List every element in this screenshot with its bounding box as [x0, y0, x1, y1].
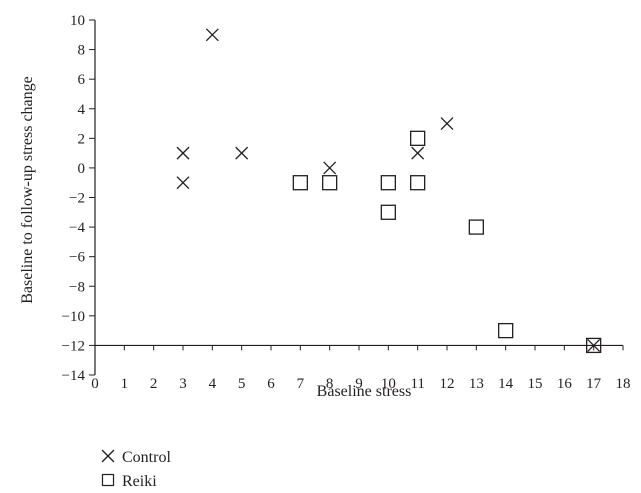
- y-axis-ticks: 10 8 6 4 2 0 −2 −4 −6 −8 −10 −12 −14: [62, 13, 95, 384]
- point-control: [205, 28, 219, 42]
- x-tick-label: 11: [410, 376, 424, 392]
- x-tick-label: 9: [355, 376, 363, 392]
- x-tick-label: 10: [381, 376, 396, 392]
- y-tick-label: −4: [69, 220, 85, 236]
- y-tick-label: 2: [78, 131, 86, 147]
- y-tick-label: 10: [70, 13, 85, 29]
- x-tick-label: 7: [297, 376, 305, 392]
- axes: [94, 20, 623, 375]
- point-control: [176, 146, 190, 160]
- x-tick-label: 13: [469, 376, 484, 392]
- x-tick-label: 1: [121, 376, 129, 392]
- x-tick-label: 5: [238, 376, 246, 392]
- legend-marker-control: [101, 449, 115, 463]
- y-tick-label: −12: [62, 338, 85, 354]
- y-axis-title: Baseline to follow-up stress change: [19, 76, 36, 304]
- x-tick-label: 4: [209, 376, 217, 392]
- y-tick-label: 6: [78, 72, 86, 88]
- point-reiki: [468, 219, 484, 235]
- x-tick-label: 2: [150, 376, 158, 392]
- point-reiki: [410, 175, 426, 191]
- x-tick-label: 6: [267, 376, 275, 392]
- data-points: [176, 28, 602, 354]
- y-tick-label: −10: [62, 309, 85, 325]
- x-tick-label: 16: [557, 376, 573, 392]
- point-control: [411, 146, 425, 160]
- x-tick-label: 12: [440, 376, 455, 392]
- x-tick-label: 14: [498, 376, 514, 392]
- point-control: [323, 161, 337, 175]
- x-axis-title: Baseline stress: [317, 383, 412, 400]
- legend: Control Reiki: [101, 449, 171, 490]
- x-axis-ticks: 0 1 2 3 4 5 6 7 8 9 10 11 12 13 14 15 16 17 18: [91, 345, 631, 392]
- y-tick-label: −6: [69, 250, 85, 266]
- y-tick-label: 8: [78, 43, 86, 59]
- x-tick-label: 3: [179, 376, 187, 392]
- y-tick-label: 4: [78, 102, 86, 118]
- point-control: [176, 176, 190, 190]
- y-tick-label: 0: [78, 161, 86, 177]
- point-control: [235, 146, 249, 160]
- cross-icon: [101, 449, 115, 463]
- x-tick-label: 8: [326, 376, 334, 392]
- legend-item-control: Control: [101, 449, 171, 466]
- y-tick-label: −14: [62, 368, 86, 384]
- point-reiki: [322, 175, 338, 191]
- point-control: [587, 338, 601, 352]
- x-tick-label: 15: [528, 376, 543, 392]
- point-reiki: [380, 175, 396, 191]
- point-control: [440, 117, 454, 131]
- point-reiki: [498, 322, 514, 339]
- square-icon: [101, 473, 115, 487]
- x-tick-label: 0: [91, 376, 99, 392]
- y-tick-label: −2: [69, 191, 85, 207]
- legend-label-control: Control: [122, 449, 171, 466]
- y-tick-label: −8: [69, 279, 85, 295]
- x-tick-label: 18: [616, 376, 631, 392]
- point-reiki: [380, 204, 396, 220]
- legend-item-reiki: Reiki: [101, 473, 157, 490]
- legend-label-reiki: Reiki: [122, 473, 157, 490]
- point-reiki: [292, 175, 308, 191]
- point-reiki: [410, 130, 426, 146]
- x-tick-label: 17: [586, 376, 602, 392]
- legend-marker-reiki: [101, 473, 115, 487]
- point-reiki: [586, 337, 602, 354]
